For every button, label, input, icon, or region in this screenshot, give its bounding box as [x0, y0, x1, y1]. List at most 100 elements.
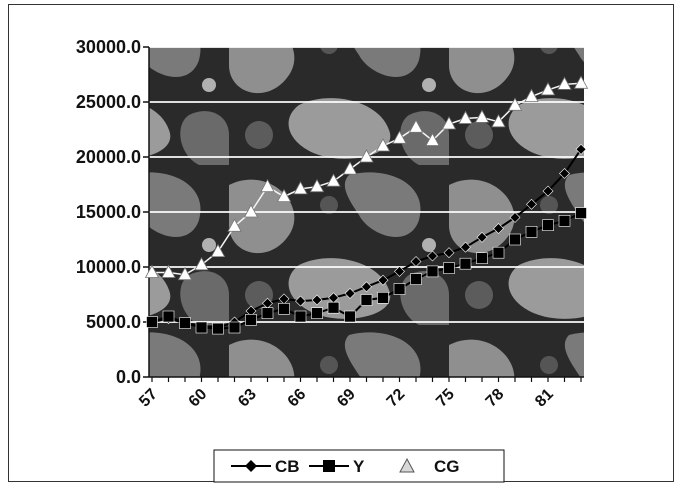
point-cb — [493, 223, 504, 234]
point-cg — [227, 218, 242, 232]
point-cb — [575, 143, 587, 155]
point-cb — [394, 265, 405, 277]
point-y — [278, 302, 290, 315]
point-y — [245, 313, 257, 326]
legend-label-cb: CB — [275, 457, 300, 476]
point-cb — [526, 198, 537, 210]
point-cb — [344, 287, 356, 299]
point-y — [459, 257, 472, 270]
point-cb — [311, 294, 323, 306]
x-tick-label: 57 — [136, 386, 161, 411]
point-cg — [491, 113, 506, 128]
y-tick-label: 30000.0 — [76, 37, 141, 57]
point-cb — [427, 250, 438, 262]
legend-label-y: Y — [353, 457, 365, 476]
point-y — [509, 233, 521, 246]
point-y — [476, 252, 488, 264]
x-tick-label: 72 — [384, 386, 409, 411]
point-y — [162, 310, 175, 323]
point-cg — [260, 178, 275, 193]
point-cg — [408, 119, 424, 133]
series-group — [144, 75, 589, 335]
point-cg — [474, 109, 490, 123]
point-y — [195, 321, 208, 334]
point-cg — [177, 266, 193, 281]
point-cg — [507, 97, 523, 111]
point-cb — [443, 247, 455, 259]
point-y — [410, 273, 422, 285]
x-axis-ticks: 57 60 63 66 69 72 75 78 81 — [136, 377, 582, 411]
point-y — [146, 316, 158, 328]
point-cg — [309, 178, 325, 193]
legend-item-cb: CB — [231, 457, 300, 476]
point-cg — [524, 88, 539, 102]
x-tick-label: 66 — [285, 386, 310, 411]
y-axis-ticks: 0.0 5000.0 10000.0 15000.0 20000.0 25000.0 300… — [76, 37, 149, 387]
y-tick-label: 20000.0 — [76, 147, 141, 167]
point-cb — [460, 241, 471, 253]
point-cg — [243, 204, 259, 218]
point-y — [492, 246, 505, 259]
point-y — [377, 291, 389, 304]
point-cg — [359, 149, 374, 163]
point-cg — [326, 173, 341, 187]
point-y — [344, 310, 356, 323]
point-cb — [559, 168, 570, 179]
point-cb — [476, 231, 488, 243]
legend-item-cg: CG — [399, 457, 460, 476]
y-tick-label: 0.0 — [116, 367, 141, 387]
x-tick-label: 81 — [532, 386, 557, 411]
point-y — [179, 317, 191, 329]
point-y — [525, 226, 538, 238]
point-cg — [375, 138, 391, 152]
point-cb — [542, 185, 554, 197]
point-cg — [458, 110, 473, 124]
y-tick-label: 10000.0 — [76, 257, 141, 277]
point-cg — [194, 256, 209, 271]
chart-frame: 0.0 5000.0 10000.0 15000.0 20000.0 25000.0 300… — [8, 4, 674, 483]
point-cb — [361, 281, 372, 293]
point-cg — [144, 264, 160, 278]
point-y — [311, 307, 323, 320]
x-tick-label: 75 — [433, 386, 458, 411]
point-cg — [557, 76, 572, 90]
point-cg — [293, 181, 308, 195]
x-tick-label: 60 — [186, 386, 211, 411]
point-y — [261, 307, 274, 320]
point-cb — [377, 274, 389, 286]
point-cg — [425, 132, 440, 146]
point-y — [228, 321, 241, 334]
point-y — [212, 322, 224, 335]
x-tick-label: 78 — [483, 386, 508, 411]
square-marker-icon — [323, 460, 335, 472]
point-cg — [392, 130, 407, 144]
point-y — [426, 265, 439, 278]
x-tick-label: 69 — [334, 386, 359, 411]
y-tick-label: 15000.0 — [76, 202, 141, 222]
point-cb — [295, 295, 306, 307]
point-y — [575, 207, 587, 219]
diamond-marker-icon — [245, 460, 257, 472]
y-tick-label: 25000.0 — [76, 92, 141, 112]
legend: CB Y CG — [213, 449, 505, 483]
legend-label-cg: CG — [434, 457, 460, 476]
chart: 0.0 5000.0 10000.0 15000.0 20000.0 25000.0 300… — [76, 37, 589, 483]
point-cg — [573, 75, 589, 89]
point-y — [443, 262, 455, 274]
point-y — [542, 219, 554, 231]
point-cb — [509, 212, 521, 223]
point-y — [327, 301, 340, 314]
legend-item-y: Y — [309, 457, 365, 476]
point-y — [558, 215, 571, 227]
point-cb — [410, 256, 422, 267]
point-cg — [210, 243, 226, 257]
point-y — [294, 310, 307, 323]
triangle-marker-icon — [399, 457, 415, 473]
x-tick-label: 63 — [235, 386, 260, 411]
point-cg — [441, 116, 457, 130]
point-cg — [342, 161, 358, 175]
point-cg — [161, 264, 176, 278]
point-y — [360, 294, 373, 306]
point-cg — [276, 188, 292, 202]
point-cg — [540, 82, 556, 96]
